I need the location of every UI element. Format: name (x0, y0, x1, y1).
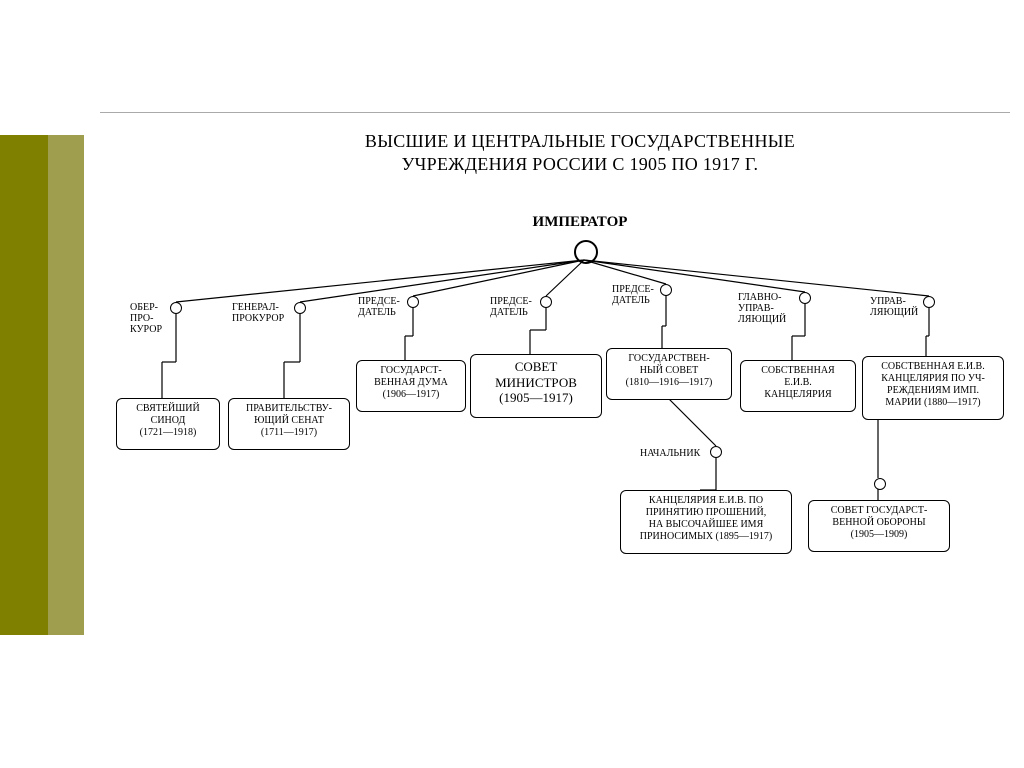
mid-label-duma: ПРЕДСЕ-ДАТЕЛЬ (358, 296, 414, 318)
sidebar-block-0 (0, 135, 48, 635)
top-rule (100, 112, 1010, 113)
node-nachalnik: КАНЦЕЛЯРИЯ Е.И.В. ПОПРИНЯТИЮ ПРОШЕНИЙ,НА… (620, 490, 792, 554)
node-gen: ПРАВИТЕЛЬСТВУ-ЮЩИЙ СЕНАТ(1711—1917) (228, 398, 350, 450)
title-line2: УЧРЕЖДЕНИЯ РОССИИ С 1905 ПО 1917 Г. (402, 154, 759, 174)
connector-circle-council (540, 296, 552, 308)
title-line1: ВЫСШИЕ И ЦЕНТРАЛЬНЫЕ ГОСУДАРСТВЕННЫЕ (365, 131, 795, 151)
node-maria: СОБСТВЕННАЯ Е.И.В.КАНЦЕЛЯРИЯ ПО УЧ-РЕЖДЕ… (862, 356, 1004, 420)
mid-label-council: ПРЕДСЕ-ДАТЕЛЬ (490, 296, 546, 318)
connector-circle-oborona (874, 478, 886, 490)
node-oborona: СОВЕТ ГОСУДАРСТ-ВЕННОЙ ОБОРОНЫ(1905—1909… (808, 500, 950, 552)
node-council: СОВЕТМИНИСТРОВ(1905—1917) (470, 354, 602, 418)
connector-circle-gossovet (660, 284, 672, 296)
node-ober: СВЯТЕЙШИЙСИНОД(1721—1918) (116, 398, 220, 450)
connector-circle-kantsel (799, 292, 811, 304)
mid-label-gen: ГЕНЕРАЛ-ПРОКУРОР (232, 302, 302, 324)
mid-label-maria: УПРАВ-ЛЯЮЩИЙ (870, 296, 930, 318)
connector-circle-nachalnik (710, 446, 722, 458)
connector-circle-ober (170, 302, 182, 314)
root-label: ИМПЕРАТОР (500, 214, 660, 231)
connector-circle-maria (923, 296, 935, 308)
mid-label-nachalnik: НАЧАЛЬНИК (640, 448, 710, 459)
sidebar-block-1 (48, 135, 84, 635)
node-duma: ГОСУДАРСТ-ВЕННАЯ ДУМА(1906—1917) (356, 360, 466, 412)
connector-circle-duma (407, 296, 419, 308)
mid-label-kantsel: ГЛАВНО-УПРАВ-ЛЯЮЩИЙ (738, 292, 802, 325)
root-circle (574, 240, 598, 264)
diagram-title: ВЫСШИЕ И ЦЕНТРАЛЬНЫЕ ГОСУДАРСТВЕННЫЕ УЧР… (240, 130, 920, 177)
node-kantsel: СОБСТВЕННАЯЕ.И.В.КАНЦЕЛЯРИЯ (740, 360, 856, 412)
node-gossovet: ГОСУДАРСТВЕН-НЫЙ СОВЕТ(1810—1916—1917) (606, 348, 732, 400)
connector-circle-gen (294, 302, 306, 314)
